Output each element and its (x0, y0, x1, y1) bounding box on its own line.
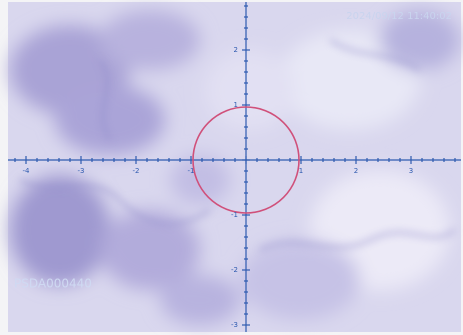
x-scale-label: -4 (23, 167, 31, 175)
tissue-texture (10, 10, 460, 325)
cell-boundaries (19, 38, 456, 252)
y-scale-label: -2 (231, 266, 238, 274)
x-scale-label: -2 (133, 167, 140, 175)
y-scale-label: -1 (231, 211, 238, 219)
specimen-id: PSDA000440 (14, 277, 92, 291)
y-scale-label: 2 (234, 46, 238, 54)
x-scale-label: -3 (78, 167, 85, 175)
y-scale-label: 1 (234, 101, 238, 109)
x-scale-label: 3 (409, 167, 413, 175)
timestamp: 2024/09/12 11:40:02 (346, 11, 452, 22)
x-scale-label: 1 (299, 167, 303, 175)
scale-crosshair (8, 2, 461, 332)
y-scale-label: -3 (231, 321, 238, 329)
x-scale-label: -1 (188, 167, 195, 175)
x-scale-label: 2 (354, 167, 358, 175)
reticle-circle (192, 106, 300, 214)
